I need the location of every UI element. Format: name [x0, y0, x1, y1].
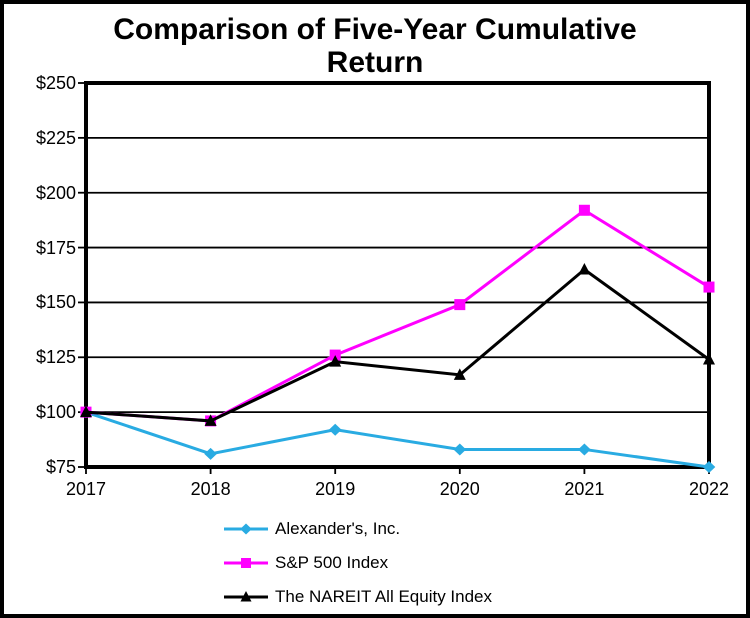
y-axis-label: $175 [35, 237, 76, 258]
chart-legend: Alexander's, Inc. S&P 500 Index The NARE… [223, 517, 492, 609]
x-axis-label: 2019 [315, 479, 356, 499]
y-axis-label: $75 [45, 457, 76, 477]
performance-line-chart [78, 81, 716, 474]
alexanders-line-marker-icon [224, 523, 268, 535]
x-axis-label: 2017 [65, 479, 107, 499]
nareit-line-marker-icon [224, 591, 268, 602]
x-axis-label: 2020 [439, 479, 480, 499]
legend-item-sp500: S&P 500 Index [223, 551, 492, 575]
legend-label: Alexander's, Inc. [275, 519, 401, 538]
y-axis-label: $200 [35, 182, 76, 203]
legend-item-nareit: The NAREIT All Equity Index [223, 585, 492, 609]
x-axis-label: 2021 [564, 479, 605, 499]
sp500-line-marker-icon [224, 558, 268, 568]
y-axis-label: $225 [35, 127, 76, 148]
chart-title-text: Comparison of Five-Year Cumulative Retur… [113, 13, 637, 79]
y-axis-label: $125 [35, 347, 76, 368]
legend-item-alexanders: Alexander's, Inc. [223, 517, 492, 541]
y-axis-label: $250 [35, 73, 76, 93]
legend-label: S&P 500 Index [275, 553, 389, 572]
x-axis-label: 2018 [190, 479, 231, 499]
y-axis-label: $150 [35, 292, 76, 313]
legend-label: The NAREIT All Equity Index [275, 587, 493, 606]
chart-title: Comparison of Five-Year Cumulative Retur… [4, 13, 746, 79]
x-axis-label: 2022 [688, 479, 730, 499]
y-axis-label: $100 [35, 402, 76, 423]
